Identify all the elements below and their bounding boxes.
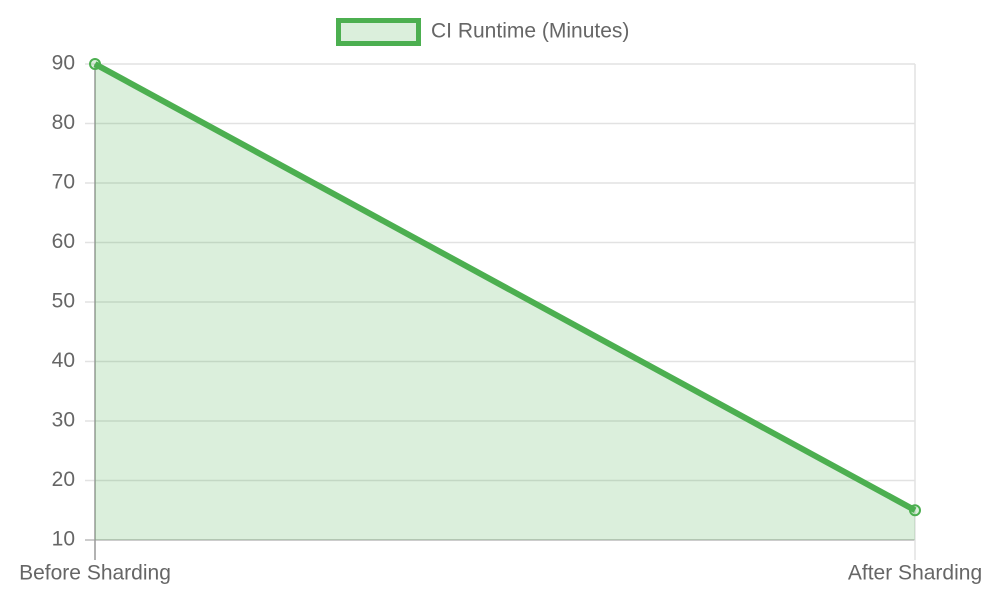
x-tick-label: After Sharding: [848, 562, 982, 585]
y-tick-label: 70: [52, 171, 75, 194]
y-tick-label: 50: [52, 290, 75, 313]
legend-label: CI Runtime (Minutes): [431, 20, 629, 43]
y-tick-label: 60: [52, 230, 75, 253]
point: [89, 58, 101, 70]
y-tick-label: 80: [52, 111, 75, 134]
x-tick-label: Before Sharding: [19, 562, 171, 585]
y-tick-label: 10: [52, 528, 75, 551]
area: [95, 64, 915, 540]
y-tick-label: 90: [52, 52, 75, 75]
y-tick-label: 20: [52, 468, 75, 491]
y-tick-label: 30: [52, 409, 75, 432]
legend-swatch: [336, 18, 421, 46]
y-tick-label: 40: [52, 349, 75, 372]
line: [93, 61, 917, 513]
point: [909, 504, 921, 517]
